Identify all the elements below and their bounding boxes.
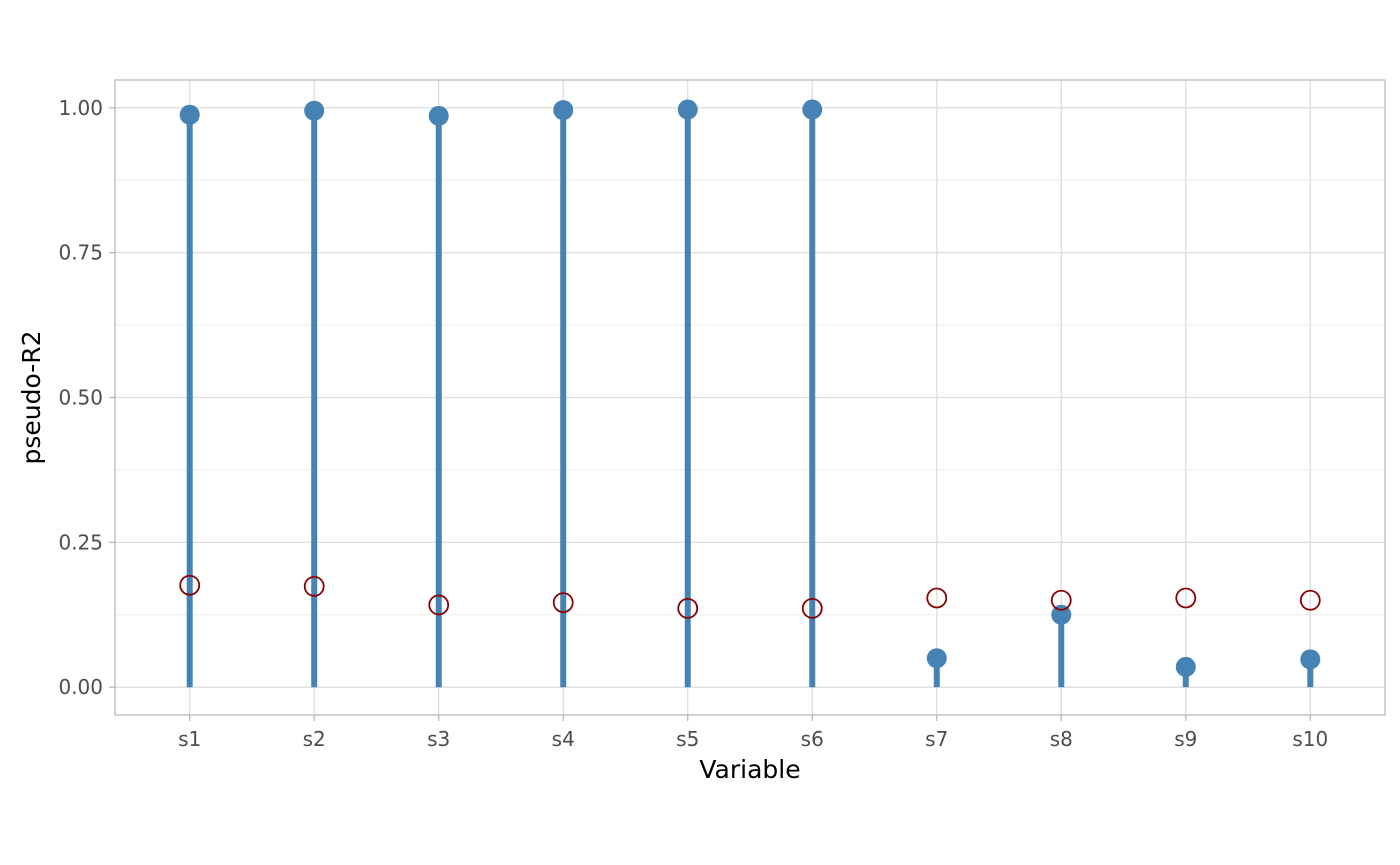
open-point-s5 [677,597,699,619]
x-tick-label: s4 [552,727,575,751]
x-tick-label: s7 [925,727,948,751]
x-tick-label: s10 [1292,727,1328,751]
stems [186,109,1314,688]
filled-point-s7 [926,648,947,669]
y-tick-label: 0.75 [58,241,103,265]
markers [179,99,1321,677]
filled-point-s10 [1300,649,1321,670]
filled-point-s9 [1175,656,1196,677]
open-point-s3 [428,594,450,616]
filled-point-s6 [802,99,823,120]
filled-point-s4 [553,100,574,121]
open-point-s8 [1050,589,1072,611]
major-gridlines [115,80,1385,715]
x-tick-label: s1 [178,727,201,751]
x-axis-title: Variable [699,755,800,784]
y-tick-label: 0.50 [58,386,103,410]
minor-gridlines [115,179,1385,616]
filled-point-s3 [428,105,449,126]
open-point-s7 [926,587,948,609]
y-axis: 0.00 0.25 0.50 0.75 1.00 [58,96,115,699]
y-tick-label: 0.00 [58,675,103,699]
x-tick-label: s3 [427,727,450,751]
y-tick-label: 1.00 [58,96,103,120]
y-axis-title: pseudo-R2 [17,330,46,464]
x-tick-label: s5 [676,727,699,751]
filled-point-s2 [304,100,325,121]
x-axis: s1 s2 s3 s4 s5 s6 s7 s8 s9 s10 [178,715,1328,751]
x-tick-label: s2 [303,727,326,751]
x-tick-label: s9 [1174,727,1197,751]
open-point-s6 [801,597,823,619]
x-tick-label: s6 [801,727,824,751]
open-point-s1 [179,574,201,596]
filled-point-s5 [677,99,698,120]
open-point-s2 [303,575,325,597]
open-point-s10 [1299,589,1321,611]
y-tick-label: 0.25 [58,530,103,554]
filled-point-s8 [1051,604,1072,625]
open-point-s4 [552,592,574,614]
x-tick-label: s8 [1050,727,1073,751]
open-point-s9 [1175,587,1197,609]
filled-point-s1 [179,104,200,125]
